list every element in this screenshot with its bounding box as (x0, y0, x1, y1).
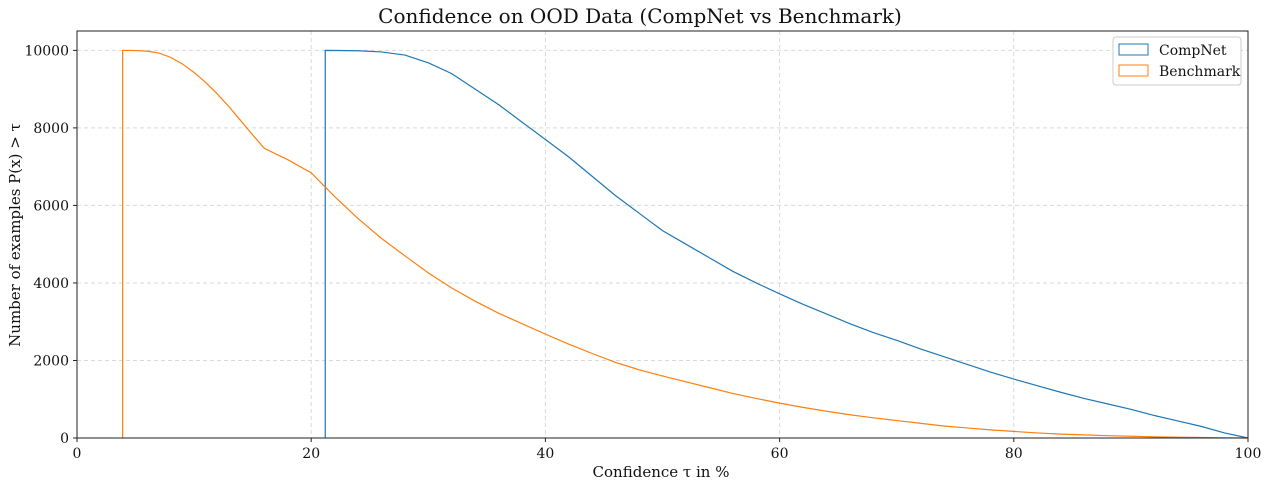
series-line-benchmark (122, 49, 1249, 439)
y-tick-label: 8000 (33, 121, 69, 137)
y-tick-label: 0 (60, 431, 69, 447)
legend-swatch-benchmark (1118, 64, 1149, 77)
legend-label-benchmark: Benchmark (1159, 64, 1241, 80)
y-tick-label: 6000 (33, 198, 69, 214)
series-line-compnet (324, 49, 1249, 439)
x-tick-label: 0 (73, 446, 82, 462)
legend-box (1112, 36, 1242, 86)
axes-layer: 0 20 40 60 80 100 0 2000 4000 6000 8000 10000 (24, 30, 1262, 462)
y-axis-label: Number of examples P(x) > τ (6, 123, 24, 347)
y-tick-label: 4000 (33, 276, 69, 292)
legend-label-compnet: CompNet (1159, 43, 1227, 59)
plot-frame (76, 30, 1249, 439)
x-tick-label: 40 (536, 446, 554, 462)
series-layer (122, 49, 1249, 439)
x-tick-label: 60 (771, 446, 789, 462)
x-tick-label: 100 (1235, 446, 1262, 462)
x-tick-label: 20 (302, 446, 320, 462)
x-tick-label: 80 (1005, 446, 1023, 462)
chart-title: Confidence on OOD Data (CompNet vs Bench… (378, 4, 902, 28)
grid-layer (77, 31, 1248, 438)
legend-swatch-compnet (1118, 43, 1149, 56)
y-tick-label: 10000 (24, 43, 69, 59)
legend: CompNet Benchmark (1112, 36, 1242, 86)
y-tick-label: 2000 (33, 353, 69, 369)
x-axis-label: Confidence τ in % (593, 463, 730, 481)
